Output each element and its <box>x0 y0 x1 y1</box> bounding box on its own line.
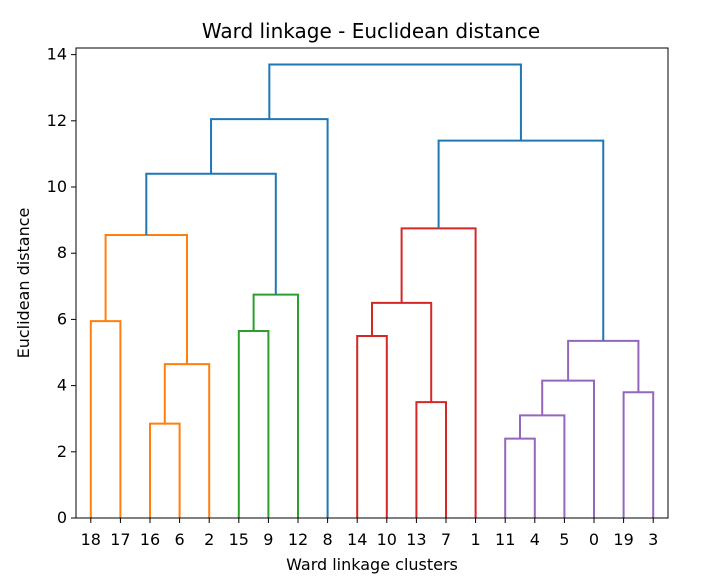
leaf-label-6: 6 <box>175 530 185 549</box>
y-tick-label: 14 <box>47 45 67 64</box>
dendrogram-link-18 <box>268 63 522 141</box>
leaf-label-2: 2 <box>204 530 214 549</box>
dendrogram-link-8 <box>356 334 388 518</box>
chart-title: Ward linkage - Euclidean distance <box>202 19 540 43</box>
x-axis-label: Ward linkage clusters <box>286 555 458 574</box>
dendrogram-link-5 <box>252 293 299 518</box>
y-tick-label: 2 <box>57 442 67 461</box>
leaf-label-8: 8 <box>323 530 333 549</box>
y-tick-label: 10 <box>47 177 67 196</box>
leaf-label-9: 9 <box>263 530 273 549</box>
dendrogram-link-7 <box>210 118 329 518</box>
y-tick-label: 4 <box>57 376 67 395</box>
dendrogram-links <box>89 63 655 518</box>
leaf-label-12: 12 <box>288 530 308 549</box>
leaf-label-13: 13 <box>406 530 426 549</box>
dendrogram-link-4 <box>237 329 270 518</box>
leaf-label-19: 19 <box>613 530 633 549</box>
y-tick-label: 0 <box>57 508 67 527</box>
x-axis-ticks: 18 17 16 6 2 15 9 12 8 14 10 13 7 1 11 4 5 0 19 3 <box>81 518 658 549</box>
leaf-label-17: 17 <box>110 530 130 549</box>
leaf-label-4: 4 <box>530 530 540 549</box>
plot-frame <box>75 47 669 519</box>
y-tick-label: 12 <box>47 111 67 130</box>
leaf-label-11: 11 <box>495 530 515 549</box>
leaf-label-16: 16 <box>140 530 160 549</box>
dendrogram-link-9 <box>415 401 447 518</box>
leaf-label-1: 1 <box>471 530 481 549</box>
y-axis-label: Euclidean distance <box>14 208 33 359</box>
leaf-label-5: 5 <box>559 530 569 549</box>
leaf-label-14: 14 <box>347 530 367 549</box>
dendrogram-link-6 <box>145 172 277 295</box>
leaf-label-15: 15 <box>229 530 249 549</box>
leaf-label-0: 0 <box>589 530 599 549</box>
dendrogram-link-14 <box>541 379 595 518</box>
y-tick-label: 8 <box>57 243 67 262</box>
y-axis-ticks: 0 2 4 6 8 10 12 14 <box>47 45 76 527</box>
leaf-label-18: 18 <box>81 530 101 549</box>
dendrogram-link-16 <box>567 339 640 393</box>
leaf-label-3: 3 <box>648 530 658 549</box>
y-tick-label: 6 <box>57 309 67 328</box>
leaf-label-7: 7 <box>441 530 451 549</box>
leaf-label-10: 10 <box>377 530 397 549</box>
dendrogram-link-2 <box>163 363 211 518</box>
